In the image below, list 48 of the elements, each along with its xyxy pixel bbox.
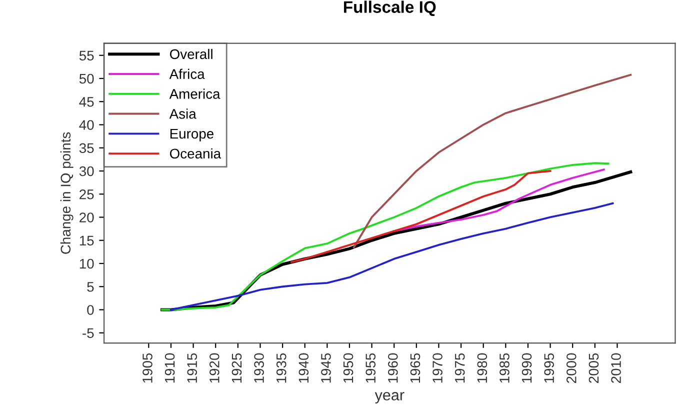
x-tick-label: 1920 — [209, 353, 220, 383]
x-tick-label: 1975 — [454, 353, 465, 383]
line-series — [170, 202, 614, 311]
x-tick-label: 1950 — [343, 353, 354, 383]
legend-label: Oceania — [170, 148, 222, 159]
line-series — [352, 74, 632, 248]
x-tick-label: 1985 — [500, 353, 510, 383]
legend-label: Europe — [170, 128, 214, 142]
legend-label: Africa — [169, 68, 205, 79]
y-tick-label: 0 — [87, 305, 94, 315]
y-tick-label: 15 — [80, 236, 94, 246]
legend-label: Overall — [170, 48, 212, 60]
line-series — [290, 170, 552, 264]
y-tick-label: 35 — [79, 143, 94, 154]
y-tick-label: 40 — [79, 120, 94, 130]
x-tick-label: 1995 — [544, 353, 554, 383]
x-tick-label: 1945 — [321, 353, 331, 383]
x-tick-label: 2010 — [611, 353, 621, 383]
x-tick-label: 1970 — [432, 353, 442, 383]
x-tick-label: 1990 — [522, 353, 532, 383]
x-tick-label: 1965 — [410, 353, 420, 383]
y-tick-label: 50 — [79, 74, 94, 84]
x-tick-label: 1940 — [298, 353, 309, 383]
chart-title: Fullscale IQ — [344, 0, 436, 16]
x-tick-label: 1925 — [232, 353, 242, 383]
y-tick-label: 5 — [87, 282, 94, 292]
x-tick-label: 1935 — [276, 353, 286, 383]
x-tick-label: 1980 — [477, 353, 488, 383]
line-series — [393, 168, 605, 232]
y-axis-title: Change in IQ points — [60, 132, 74, 254]
legend-label: America — [169, 88, 220, 99]
x-tick-label: 2005 — [588, 353, 599, 383]
y-tick-label: 45 — [79, 97, 94, 107]
x-tick-label: 1930 — [254, 353, 264, 383]
y-tick-label: -5 — [82, 328, 94, 338]
y-tick-label: 55 — [79, 50, 94, 61]
x-tick-label: 1955 — [366, 353, 376, 383]
y-tick-label: 25 — [80, 189, 94, 200]
y-tick-label: 10 — [80, 258, 94, 269]
x-tick-label: 1910 — [164, 353, 175, 383]
x-axis-title: year — [374, 392, 404, 404]
x-tick-label: 1960 — [388, 353, 398, 383]
y-tick-label: 30 — [79, 166, 94, 176]
y-tick-label: 20 — [80, 212, 94, 222]
x-tick-label: 1905 — [142, 353, 152, 383]
x-tick-label: 1915 — [187, 353, 198, 383]
x-tick-label: 2000 — [566, 353, 576, 383]
legend-label: Asia — [169, 108, 196, 119]
